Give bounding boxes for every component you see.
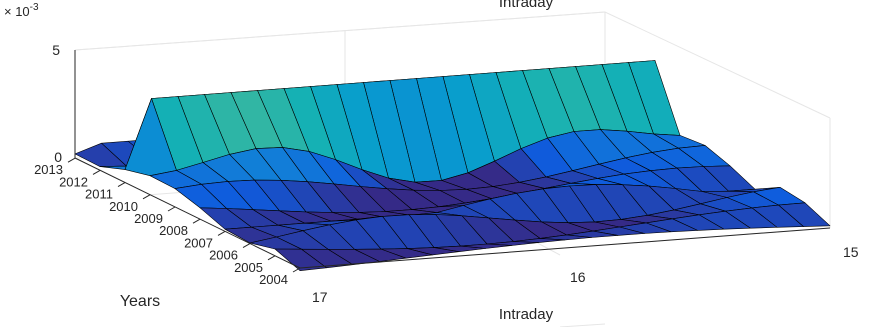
z-multiplier-base: × 10 [4,4,30,19]
x-axis-line [299,227,831,269]
y-tick-mark-2013 [67,157,76,163]
y-tick-mark-2011 [117,182,126,188]
z-tick-label-5: 5 [52,42,60,58]
x-tick-label-16: 16 [570,269,586,285]
chart-title-top: Intraday [499,0,554,11]
surface-patch [274,248,327,272]
y-tick-label-2005: 2005 [234,260,263,275]
y-axis-line [74,157,301,269]
y-tick-mark-2012 [92,169,101,175]
y-tick-mark-2007 [217,230,226,236]
y-tick-label-2004: 2004 [259,272,288,287]
y-tick-mark-2010 [142,194,151,200]
y-tick-mark-2009 [167,206,176,212]
y-tick-label-2007: 2007 [184,235,213,250]
tick-marks [67,157,301,273]
surface-plot [74,60,831,272]
grid-line-z5-back [74,11,606,51]
y-tick-label-2010: 2010 [109,199,138,214]
y-tick-mark-2006 [242,243,251,249]
x-tick-label-15: 15 [843,244,859,260]
x-tick-label-17: 17 [312,289,328,305]
y-tick-label-2008: 2008 [159,223,188,238]
y-tick-mark-2004 [292,267,301,273]
y-tick-label-2006: 2006 [209,248,238,263]
z-multiplier-exponent: -3 [30,2,39,13]
y-tick-mark-2008 [192,218,201,224]
y-tick-mark-2005 [267,255,276,261]
y-axis-label: Years [120,293,160,310]
y-tick-label-2009: 2009 [134,211,163,226]
y-tick-label-2011: 2011 [85,187,113,202]
axes [74,50,831,269]
y-tick-label-2013: 2013 [34,162,63,177]
chart-title-bottom: Intraday [499,306,554,323]
z-tick-label-0: 0 [54,149,62,165]
z-multiplier-label: × 10-3 [4,2,39,19]
y-tick-label-2012: 2012 [59,174,88,189]
